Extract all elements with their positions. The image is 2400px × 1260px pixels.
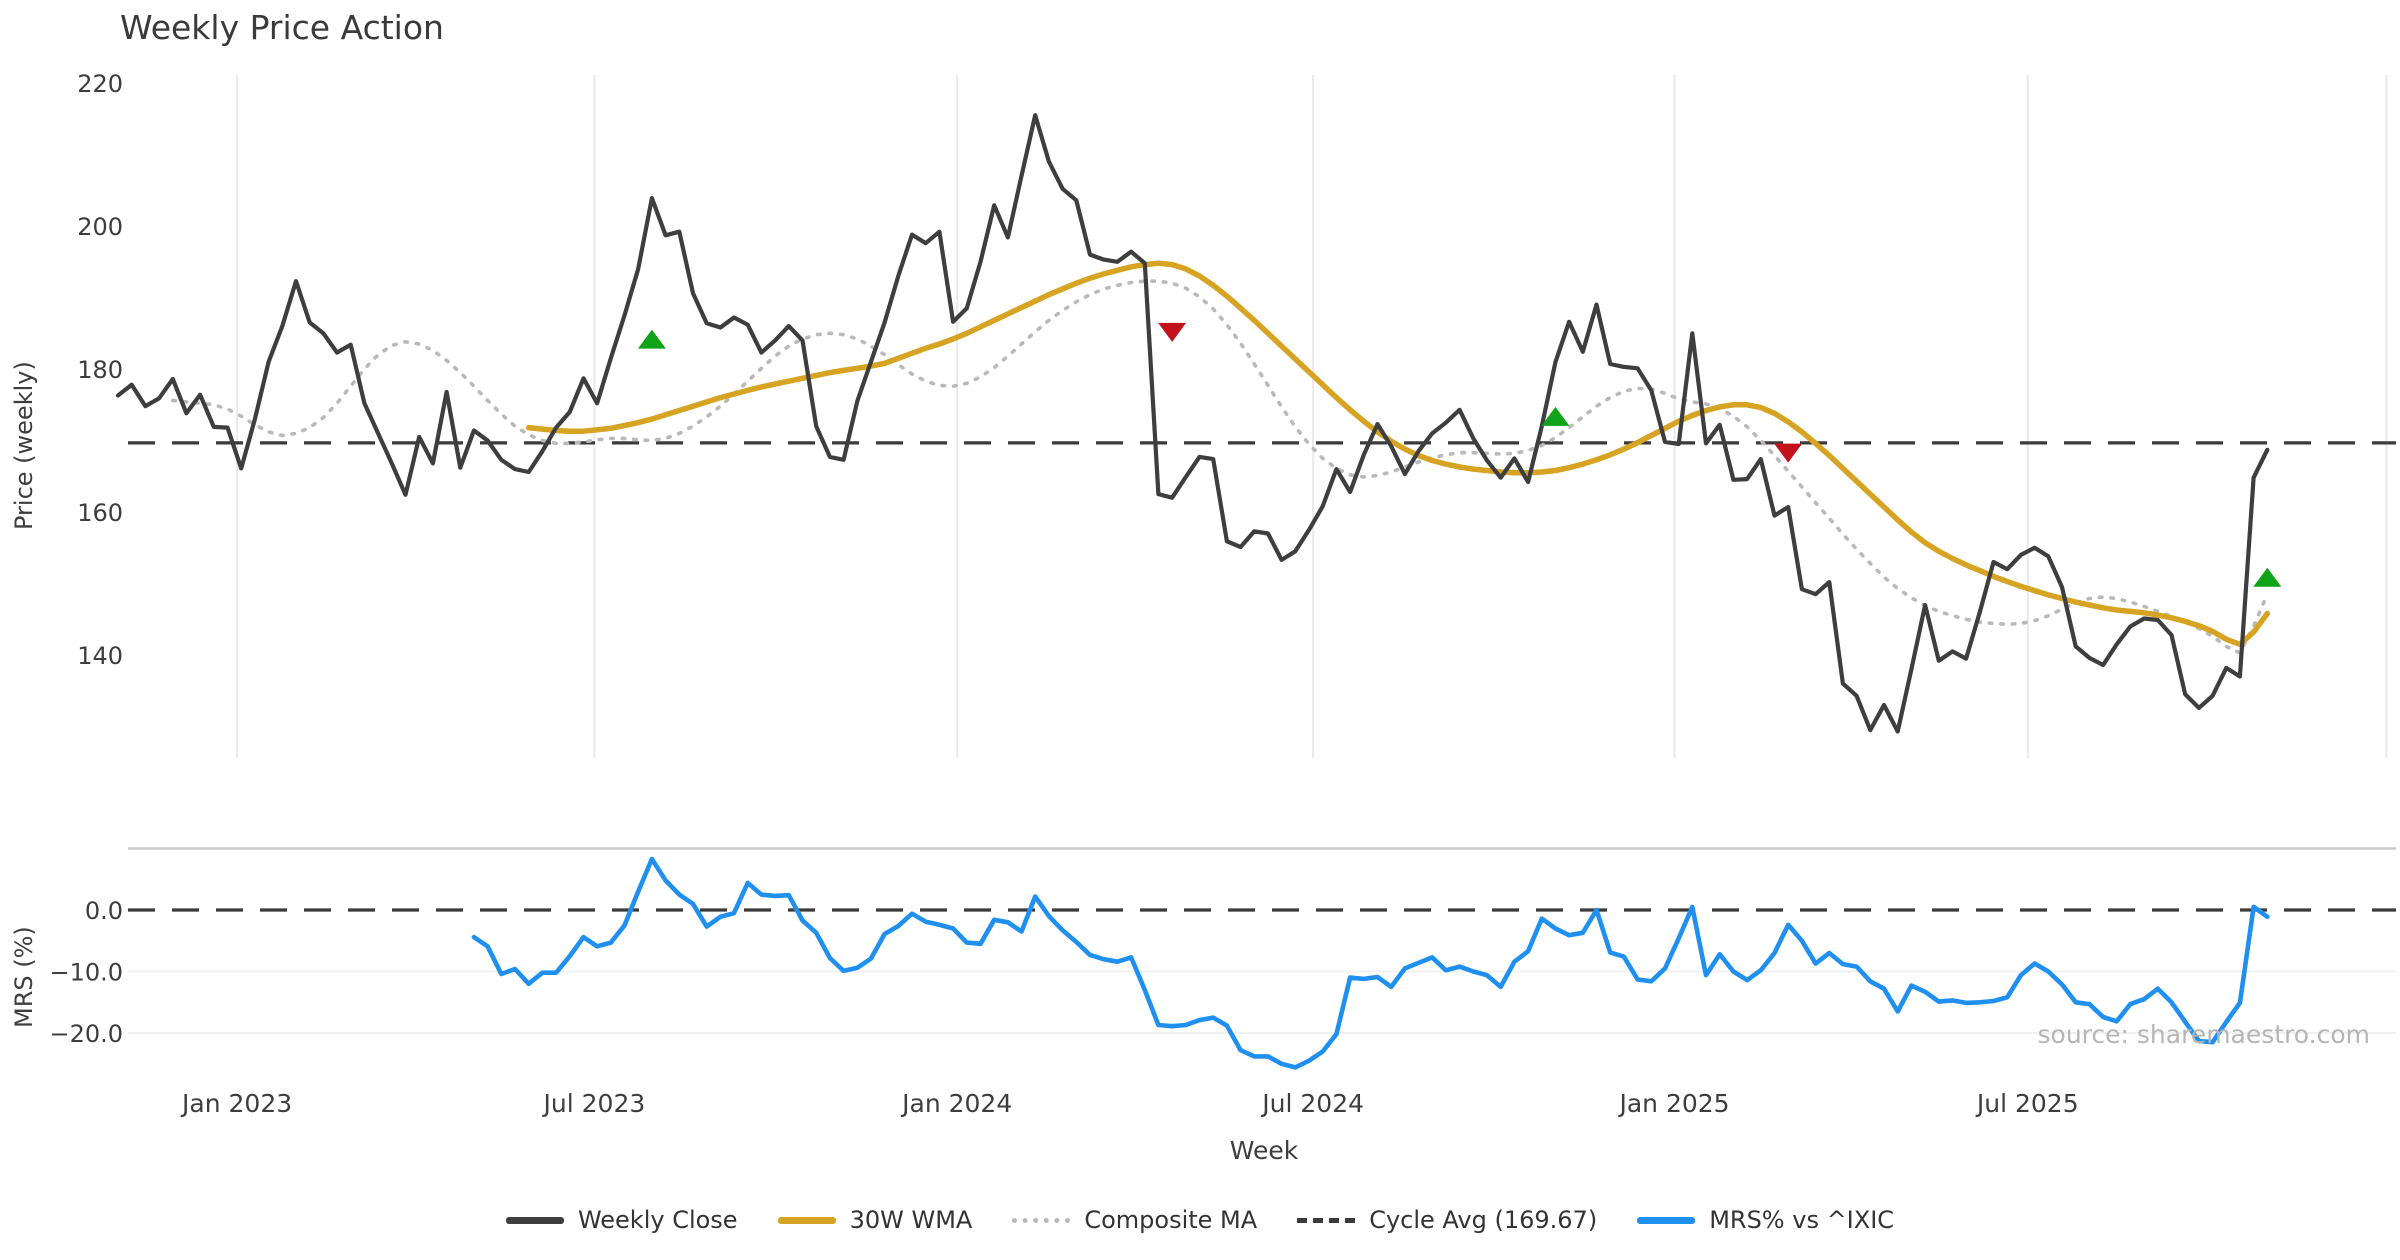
x-tick-label: Jul 2025 <box>1975 1089 2079 1118</box>
sell-signal-marker <box>1774 443 1803 463</box>
weekly-close-line <box>115 113 2270 734</box>
legend-item: 30W WMA <box>777 1206 973 1234</box>
x-tick-label: Jan 2024 <box>900 1089 1012 1118</box>
legend-label: MRS% vs ^IXIC <box>1709 1206 1895 1234</box>
legend-swatch-solid <box>505 1216 564 1224</box>
buy-signal-marker <box>1541 406 1570 426</box>
wma-30w-line <box>525 260 2271 648</box>
x-tick-label: Jan 2023 <box>180 1089 292 1118</box>
legend-swatch-solid <box>777 1216 836 1224</box>
legend-swatch-dashed <box>1297 1217 1356 1223</box>
mrs-tick-label: −20.0 <box>49 1020 123 1048</box>
sell-signal-marker <box>1158 322 1187 342</box>
legend-swatch-dotted <box>1012 1217 1071 1223</box>
page-title: Weekly Price Action <box>120 8 444 47</box>
buy-signal-marker <box>637 329 666 349</box>
legend-item: Cycle Avg (169.67) <box>1297 1206 1597 1234</box>
legend-swatch-solid <box>1637 1216 1696 1224</box>
x-axis-label: Week <box>1229 1136 1299 1165</box>
price-tick-label: 160 <box>77 499 123 527</box>
x-tick-label: Jan 2025 <box>1617 1089 1729 1118</box>
legend-label: Composite MA <box>1084 1206 1258 1234</box>
buy-signal-marker <box>2253 567 2282 587</box>
price-tick-label: 180 <box>77 356 123 384</box>
mrs-tick-label: 0.0 <box>85 897 123 925</box>
price-tick-label: 200 <box>77 213 123 241</box>
price-tick-label: 220 <box>77 70 123 98</box>
chart-legend: Weekly Close 30W WMA Composite MA Cycle Avg… <box>0 1206 2400 1234</box>
legend-label: Cycle Avg (169.67) <box>1369 1206 1598 1234</box>
legend-item: Composite MA <box>1012 1206 1257 1234</box>
legend-label: 30W WMA <box>849 1206 973 1234</box>
x-tick-label: Jul 2024 <box>1260 1089 1364 1118</box>
legend-item: MRS% vs ^IXIC <box>1637 1206 1894 1234</box>
mrs-tick-label: −10.0 <box>49 959 123 987</box>
mrs-line <box>471 856 2270 1070</box>
legend-label: Weekly Close <box>577 1206 738 1234</box>
price-tick-label: 140 <box>77 642 123 670</box>
composite-ma-line <box>171 279 2270 655</box>
legend-item: Weekly Close <box>505 1206 738 1234</box>
x-tick-label: Jul 2023 <box>542 1089 646 1118</box>
source-watermark: source: sharemaestro.com <box>2037 1020 2371 1049</box>
